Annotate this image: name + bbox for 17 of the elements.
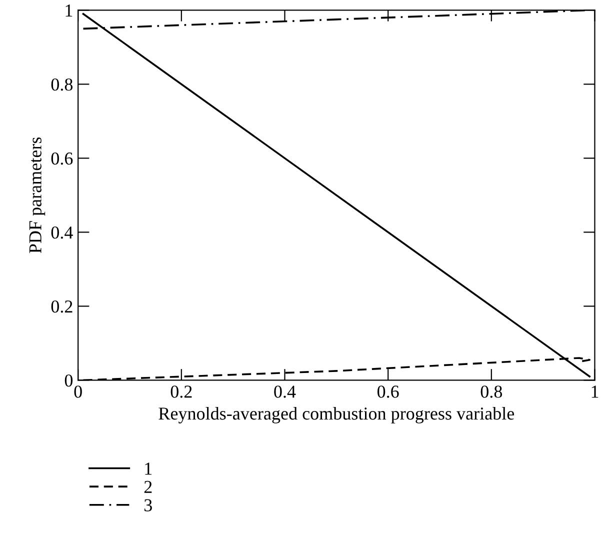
x-tick-label: 0.4 [274, 386, 296, 398]
x-tick-label: 0 [74, 386, 82, 398]
x-tick-label: 0.8 [480, 386, 502, 398]
x-tick-label: 1 [592, 386, 598, 398]
y-tick-label: 0.2 [51, 300, 72, 313]
x-tick-label: 0.6 [377, 386, 399, 398]
legend-label: 1 [145, 462, 152, 475]
y-tick-label: 1 [66, 4, 72, 16]
y-tick-label: 0.8 [51, 78, 73, 91]
y-tick-label: 0.6 [51, 152, 73, 165]
x-tick-label: 0.2 [170, 386, 192, 398]
legend-label: 2 [144, 480, 152, 493]
y-tick-label: 0 [64, 374, 73, 387]
x-axis-title: Reynolds-averaged combustion progress variable [158, 406, 514, 424]
legend-label: 3 [144, 499, 152, 512]
y-axis-title: PDF parameters [29, 137, 46, 254]
y-tick-label: 0.4 [51, 226, 73, 239]
